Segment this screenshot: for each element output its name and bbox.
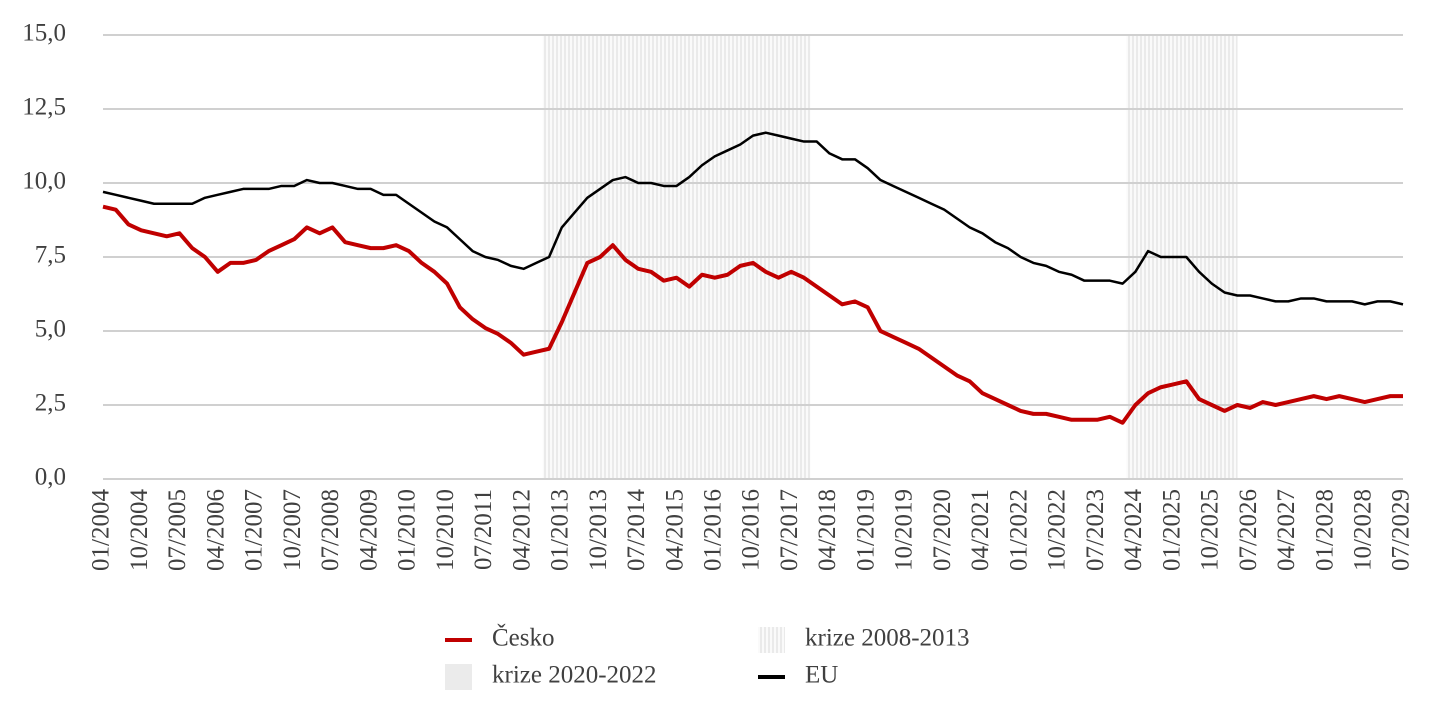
x-tick-label: 10/2010	[432, 489, 459, 571]
x-tick-label: 01/2013	[547, 489, 574, 571]
x-tick-label: 07/2026	[1235, 489, 1262, 571]
x-tick-label: 10/2025	[1197, 489, 1224, 571]
x-tick-label: 10/2016	[738, 489, 765, 571]
x-tick-label: 04/2024	[1120, 489, 1147, 571]
x-tick-label: 04/2027	[1273, 489, 1300, 571]
y-tick-label: 2,5	[35, 390, 66, 417]
series-line	[102, 204, 1403, 425]
y-tick-label: 5,0	[35, 316, 66, 343]
y-tick-label: 0,0	[35, 464, 66, 491]
legend-swatch	[758, 627, 785, 653]
x-tick-label: 07/2008	[317, 489, 344, 571]
x-tick-label: 01/2004	[88, 489, 115, 571]
y-tick-label: 10,0	[22, 168, 66, 195]
x-tick-label: 07/2023	[1082, 489, 1109, 571]
x-tick-label: 10/2004	[126, 489, 153, 571]
legend-label: krize 2008-2013	[805, 625, 970, 652]
x-tick-label: 04/2006	[202, 489, 229, 571]
x-tick-label: 04/2018	[814, 489, 841, 571]
y-tick-label: 15,0	[22, 20, 66, 47]
x-tick-label: 04/2021	[967, 489, 994, 571]
x-tick-label: 04/2012	[508, 489, 535, 571]
legend-swatch	[445, 664, 472, 690]
x-tick-label: 10/2019	[891, 489, 918, 571]
x-tick-label: 10/2007	[279, 489, 306, 571]
x-tick-label: 01/2007	[241, 489, 268, 571]
x-tick-label: 01/2019	[852, 489, 879, 571]
x-tick-label: 07/2014	[623, 489, 650, 571]
x-tick-label: 07/2005	[164, 489, 191, 571]
x-tick-label: 10/2013	[585, 489, 612, 571]
x-tick-label: 04/2015	[661, 489, 688, 571]
x-tick-label: 01/2028	[1311, 489, 1338, 571]
legend-label: Česko	[492, 624, 555, 652]
x-tick-label: 01/2016	[699, 489, 726, 571]
x-tick-label: 07/2017	[776, 489, 803, 571]
x-tick-label: 01/2025	[1158, 489, 1185, 571]
x-tick-label: 01/2022	[1005, 489, 1032, 571]
x-tick-label: 01/2010	[394, 489, 421, 571]
x-tick-label: 10/2028	[1349, 489, 1376, 571]
legend-label: krize 2020-2022	[492, 662, 657, 689]
series-line	[102, 131, 1404, 306]
y-tick-label: 7,5	[35, 242, 66, 269]
x-tick-label: 04/2009	[355, 489, 382, 571]
x-tick-label: 07/2020	[929, 489, 956, 571]
x-tick-label: 07/2011	[470, 489, 497, 570]
x-tick-label: 10/2022	[1044, 489, 1071, 571]
x-tick-label: 07/2029	[1388, 489, 1415, 571]
legend-label: EU	[805, 662, 838, 689]
y-tick-label: 12,5	[22, 94, 66, 121]
